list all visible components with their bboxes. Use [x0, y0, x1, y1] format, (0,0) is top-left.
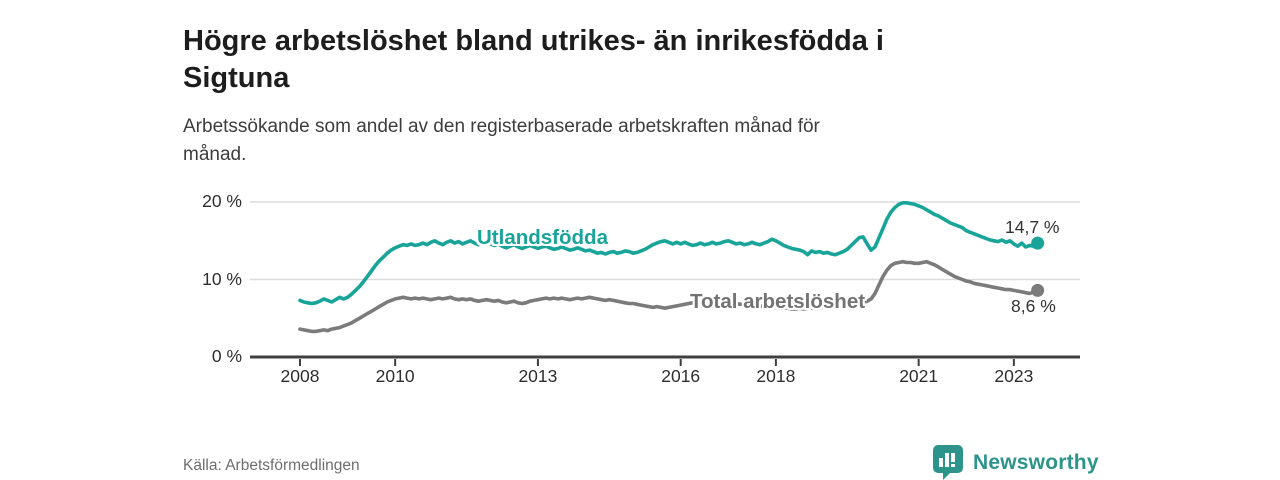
chart-subtitle: Arbetssökande som andel av den registerb… — [183, 116, 820, 165]
x-axis-tick-label: 2016 — [661, 366, 701, 386]
newsworthy-brand: Newsworthy — [933, 445, 1099, 480]
chart-title: Högre arbetslöshet bland utrikes- än inr… — [183, 25, 884, 95]
series-label-total: Total arbetslöshet — [690, 290, 866, 313]
y-axis-tick-label: 0 % — [211, 346, 242, 366]
source-note: Källa: Arbetsförmedlingen — [183, 457, 360, 474]
series-label-utlandsfodda: Utlandsfödda — [477, 226, 608, 249]
end-value-utlandsfodda: 14,7 % — [1005, 217, 1060, 237]
x-axis-tick-label: 2008 — [280, 366, 320, 386]
end-value-total: 8,6 % — [1011, 296, 1056, 316]
x-axis-tick-label: 2018 — [756, 366, 796, 386]
y-axis-tick-label: 10 % — [202, 268, 242, 289]
y-axis-tick-label: 20 % — [202, 191, 242, 212]
x-axis-tick-label: 2023 — [994, 366, 1034, 386]
newsworthy-wordmark: Newsworthy — [973, 450, 1099, 474]
line-chart-plot — [250, 200, 1080, 366]
x-axis-tick-label: 2021 — [899, 366, 939, 386]
x-axis-tick-label: 2013 — [518, 366, 558, 386]
x-axis-tick-label: 2010 — [375, 366, 415, 386]
newsworthy-logo-icon — [933, 445, 963, 480]
